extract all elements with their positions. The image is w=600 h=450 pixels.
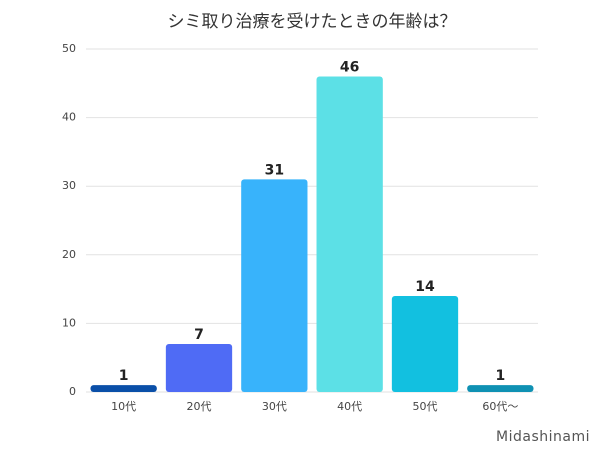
bar (241, 179, 308, 392)
chart-title: シミ取り治療を受けたときの年齢は？ (168, 12, 457, 32)
y-tick-label: 50 (62, 42, 76, 55)
value-label: 1 (119, 368, 129, 384)
value-label: 31 (265, 162, 284, 178)
x-tick-label: 60代～ (482, 400, 518, 413)
bar (316, 76, 383, 392)
value-label: 14 (415, 279, 435, 295)
x-tick-label: 30代 (262, 400, 287, 413)
watermark: Midashinami (496, 429, 590, 445)
value-label: 46 (340, 59, 359, 75)
bar (467, 385, 534, 392)
y-tick-label: 10 (62, 316, 76, 329)
x-tick-label: 10代 (111, 400, 136, 413)
x-tick-label: 20代 (187, 400, 212, 413)
y-tick-label: 30 (62, 179, 76, 192)
y-tick-label: 20 (62, 248, 76, 261)
value-label: 1 (495, 368, 505, 384)
bar (391, 295, 459, 392)
y-tick-label: 40 (62, 111, 76, 124)
x-tick-label: 40代 (337, 400, 362, 413)
bar (90, 385, 157, 392)
value-label: 7 (194, 327, 204, 343)
x-tick-label: 50代 (413, 400, 438, 413)
bar (165, 343, 233, 392)
y-tick-label: 0 (69, 385, 76, 398)
